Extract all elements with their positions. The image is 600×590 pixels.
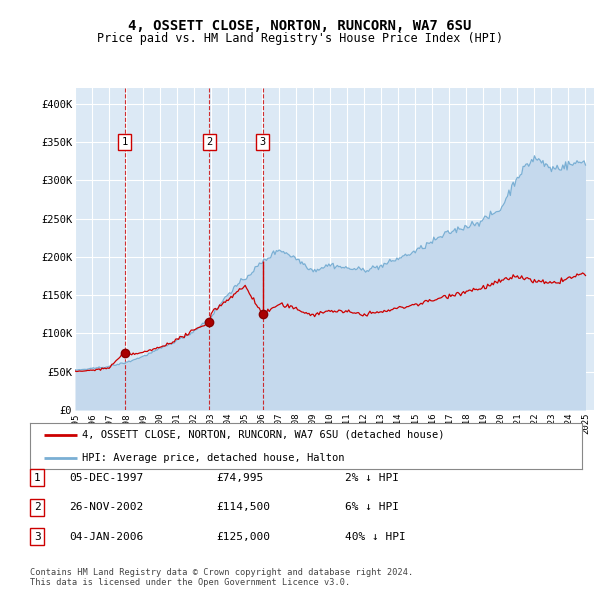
Text: 1: 1 — [122, 137, 128, 147]
Text: 40% ↓ HPI: 40% ↓ HPI — [345, 532, 406, 542]
Text: £114,500: £114,500 — [216, 503, 270, 512]
Text: £74,995: £74,995 — [216, 473, 263, 483]
Text: 2: 2 — [34, 503, 41, 512]
Text: 4, OSSETT CLOSE, NORTON, RUNCORN, WA7 6SU (detached house): 4, OSSETT CLOSE, NORTON, RUNCORN, WA7 6S… — [82, 430, 445, 440]
Text: 1: 1 — [34, 473, 41, 483]
Text: 3: 3 — [260, 137, 266, 147]
Text: 2: 2 — [206, 137, 212, 147]
Text: 2% ↓ HPI: 2% ↓ HPI — [345, 473, 399, 483]
Text: 3: 3 — [34, 532, 41, 542]
Text: 04-JAN-2006: 04-JAN-2006 — [69, 532, 143, 542]
Text: 26-NOV-2002: 26-NOV-2002 — [69, 503, 143, 512]
Text: Contains HM Land Registry data © Crown copyright and database right 2024.
This d: Contains HM Land Registry data © Crown c… — [30, 568, 413, 587]
Text: £125,000: £125,000 — [216, 532, 270, 542]
Text: 6% ↓ HPI: 6% ↓ HPI — [345, 503, 399, 512]
Text: Price paid vs. HM Land Registry's House Price Index (HPI): Price paid vs. HM Land Registry's House … — [97, 32, 503, 45]
Text: HPI: Average price, detached house, Halton: HPI: Average price, detached house, Halt… — [82, 453, 345, 463]
Text: 4, OSSETT CLOSE, NORTON, RUNCORN, WA7 6SU: 4, OSSETT CLOSE, NORTON, RUNCORN, WA7 6S… — [128, 19, 472, 33]
Text: 05-DEC-1997: 05-DEC-1997 — [69, 473, 143, 483]
